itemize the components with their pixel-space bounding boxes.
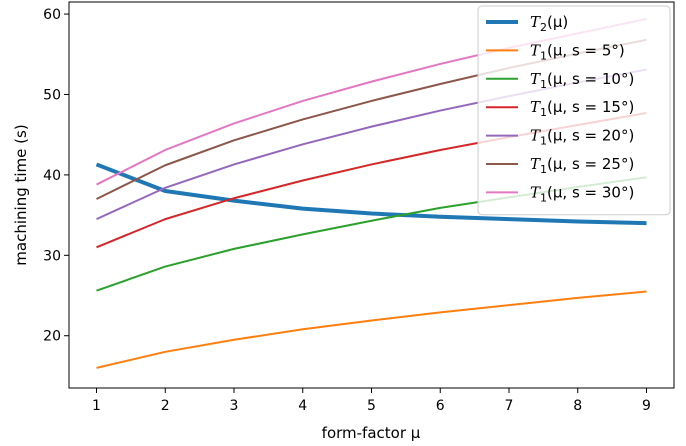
legend-label-6: T1(μ, s = 30°) (530, 183, 634, 204)
x-tick-label: 4 (298, 398, 307, 414)
legend-label-5: T1(μ, s = 25°) (530, 155, 634, 176)
series-line-1 (96, 290, 647, 369)
y-axis-label: machining time (s) (12, 124, 30, 265)
x-tick-label: 1 (92, 398, 101, 414)
legend-label-3: T1(μ, s = 15°) (530, 98, 634, 119)
x-tick-label: 2 (161, 398, 170, 414)
y-tick-label: 40 (43, 168, 61, 184)
x-tick-label: 5 (367, 398, 376, 414)
x-tick-label: 3 (230, 398, 239, 414)
x-tick-label: 8 (573, 398, 582, 414)
x-tick-label: 6 (436, 398, 445, 414)
legend-box (477, 5, 671, 216)
y-axis-ticks: 20 30 40 50 60 (43, 7, 69, 345)
y-tick-label: 30 (43, 248, 61, 264)
x-axis-label: form-factor μ (322, 424, 421, 442)
legend-label-2: T1(μ, s = 10°) (530, 70, 634, 91)
legend-label-1: T1(μ, s = 5°) (530, 41, 625, 62)
y-tick-label: 50 (43, 87, 61, 103)
series-line-0 (95, 162, 647, 226)
y-tick-label: 60 (43, 7, 61, 23)
y-tick-label: 20 (43, 329, 61, 345)
x-tick-label: 7 (505, 398, 514, 414)
x-axis-ticks: 1 2 3 4 5 6 7 8 9 (92, 388, 651, 414)
legend: T2(μ) T1(μ, s = 5°) T1(μ, s = 10°) T1(μ, s … (477, 5, 671, 216)
x-tick-label: 9 (642, 398, 651, 414)
legend-label-0: T2(μ) (530, 13, 568, 34)
legend-label-4: T1(μ, s = 20°) (530, 127, 634, 148)
